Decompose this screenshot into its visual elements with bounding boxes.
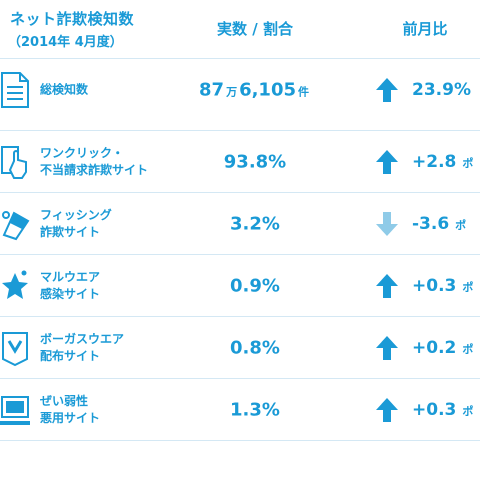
table-row: ぜい弱性 悪用サイト 1.3% +0.3 ポ bbox=[0, 378, 480, 441]
row-change: -3.6 ポ bbox=[412, 214, 467, 234]
arrow-up-icon bbox=[376, 336, 398, 360]
row-label: ワンクリック・ 不当請求詐欺サイト bbox=[40, 146, 149, 177]
row-change: 23.9% bbox=[412, 80, 471, 100]
table-header: ネット詐欺検知数 （2014年 4月度） 実数 / 割合 前月比 bbox=[0, 0, 480, 58]
row-label: マルウエア 感染サイト bbox=[40, 270, 101, 301]
bogusware-box-icon bbox=[2, 332, 28, 367]
table-row: マルウエア 感染サイト 0.9% +0.3 ポ bbox=[0, 254, 480, 317]
arrow-up-icon bbox=[376, 398, 398, 422]
row-value: 0.9% bbox=[230, 275, 280, 297]
row-label: ボーガスウエア 配布サイト bbox=[40, 332, 125, 363]
column-header-ratio: 前月比 bbox=[402, 20, 448, 38]
arrow-down-icon bbox=[376, 212, 398, 236]
arrow-up-icon bbox=[376, 150, 398, 174]
table-row: ボーガスウエア 配布サイト 0.8% +0.2 ポ bbox=[0, 316, 480, 379]
click-hand-icon bbox=[1, 146, 27, 179]
row-change: +0.3 ポ bbox=[412, 276, 474, 296]
row-value: 87 万 6,105 件 bbox=[199, 79, 309, 101]
malware-star-icon bbox=[2, 270, 28, 299]
page-subtitle: （2014年 4月度） bbox=[8, 35, 123, 50]
row-change: +2.8 ポ bbox=[412, 152, 474, 172]
row-change: +0.3 ポ bbox=[412, 400, 474, 420]
row-label: 総検知数 bbox=[40, 82, 89, 97]
table-row: フィッシング 詐欺サイト 3.2% -3.6 ポ bbox=[0, 192, 480, 255]
table-bottom-divider bbox=[0, 440, 480, 441]
row-value: 1.3% bbox=[230, 399, 280, 421]
arrow-up-icon bbox=[376, 274, 398, 298]
table-row: ワンクリック・ 不当請求詐欺サイト 93.8% +2.8 ポ bbox=[0, 130, 480, 193]
row-label: ぜい弱性 悪用サイト bbox=[40, 394, 101, 425]
fishing-lure-icon bbox=[2, 211, 30, 241]
row-value: 93.8% bbox=[223, 151, 287, 173]
vulnerable-computer-icon bbox=[0, 396, 30, 425]
row-value: 3.2% bbox=[230, 213, 280, 235]
table-row: 総検知数 87 万 6,105 件 23.9% bbox=[0, 58, 480, 121]
row-label: フィッシング 詐欺サイト bbox=[40, 208, 112, 239]
row-value: 0.8% bbox=[230, 337, 280, 359]
row-change: +0.2 ポ bbox=[412, 338, 474, 358]
page-title: ネット詐欺検知数 bbox=[10, 10, 135, 28]
document-list-icon bbox=[1, 72, 29, 108]
arrow-up-icon bbox=[376, 78, 398, 102]
column-header-count: 実数 / 割合 bbox=[217, 20, 293, 38]
